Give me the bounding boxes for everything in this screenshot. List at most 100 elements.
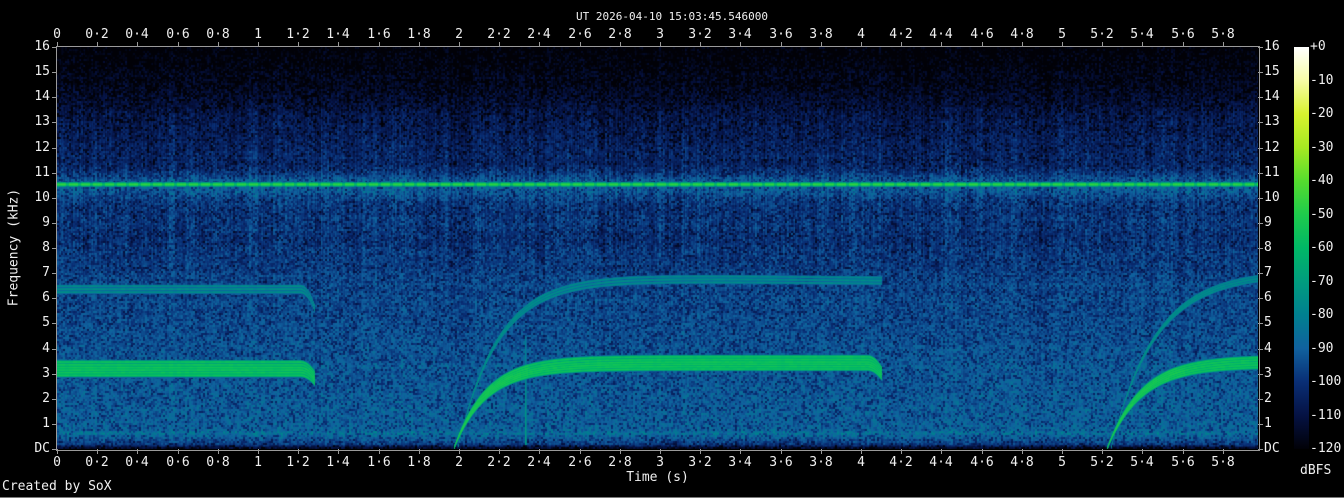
x-tick-label-top: 5·8: [1211, 27, 1235, 42]
y-tick-mark-left: [52, 47, 57, 48]
x-tick-mark-top: [1102, 42, 1103, 47]
y-tick-mark-right: [1258, 72, 1263, 73]
x-tick-label-top: 5: [1058, 27, 1066, 42]
x-tick-label-bottom: 2·6: [568, 455, 592, 470]
x-tick-mark-top: [580, 42, 581, 47]
x-tick-label-bottom: 4·8: [1010, 455, 1034, 470]
x-tick-mark-bottom: [1022, 449, 1023, 454]
x-tick-mark-bottom: [1142, 449, 1143, 454]
x-tick-mark-top: [1062, 42, 1063, 47]
y-axis-title: Frequency (kHz): [6, 188, 22, 307]
y-tick-label-left: 5: [42, 315, 50, 330]
x-tick-label-bottom: 3·8: [809, 455, 833, 470]
y-tick-label-right: 13: [1264, 114, 1280, 129]
x-tick-label-bottom: 0·8: [206, 455, 230, 470]
colorbar-tick-label: -10: [1310, 73, 1334, 88]
x-tick-label-top: 3: [656, 27, 664, 42]
x-tick-mark-top: [982, 42, 983, 47]
y-tick-mark-left: [52, 122, 57, 123]
x-tick-label-top: 5·2: [1090, 27, 1114, 42]
y-tick-mark-left: [52, 97, 57, 98]
colorbar-unit-label: dBFS: [1300, 463, 1332, 478]
x-tick-label-top: 2: [455, 27, 463, 42]
x-tick-label-top: 4·2: [889, 27, 913, 42]
x-tick-mark-bottom: [178, 449, 179, 454]
x-tick-mark-bottom: [861, 449, 862, 454]
x-tick-mark-top: [1223, 42, 1224, 47]
x-tick-mark-bottom: [57, 449, 58, 454]
x-tick-mark-bottom: [419, 449, 420, 454]
y-tick-mark-left: [52, 173, 57, 174]
y-tick-mark-right: [1258, 323, 1263, 324]
y-tick-label-right: 11: [1264, 165, 1280, 180]
colorbar-gradient: [1294, 47, 1309, 449]
x-tick-mark-top: [781, 42, 782, 47]
x-tick-mark-bottom: [137, 449, 138, 454]
x-tick-label-top: 2·2: [487, 27, 511, 42]
y-tick-mark-right: [1258, 449, 1263, 450]
x-tick-label-bottom: 4·6: [970, 455, 994, 470]
y-tick-label-left: 1: [42, 416, 50, 431]
y-tick-label-left: 14: [34, 89, 50, 104]
x-tick-label-top: 0·4: [125, 27, 149, 42]
y-tick-label-right: 4: [1264, 341, 1272, 356]
x-tick-label-bottom: 3: [656, 455, 664, 470]
y-tick-label-left: 7: [42, 265, 50, 280]
x-tick-label-top: 1·8: [407, 27, 431, 42]
x-tick-label-bottom: 1·4: [326, 455, 350, 470]
y-tick-mark-left: [52, 198, 57, 199]
y-tick-mark-right: [1258, 122, 1263, 123]
x-tick-label-top: 1·6: [367, 27, 391, 42]
x-tick-label-top: 0·8: [206, 27, 230, 42]
x-tick-label-bottom: 1·8: [407, 455, 431, 470]
x-tick-mark-bottom: [539, 449, 540, 454]
x-tick-label-top: 0·6: [166, 27, 190, 42]
x-tick-mark-bottom: [982, 449, 983, 454]
y-tick-mark-right: [1258, 399, 1263, 400]
y-tick-label-left: 13: [34, 114, 50, 129]
x-tick-label-top: 3·4: [728, 27, 752, 42]
x-tick-mark-top: [861, 42, 862, 47]
x-tick-label-top: 3·2: [688, 27, 712, 42]
x-tick-mark-top: [901, 42, 902, 47]
y-tick-label-left: DC: [34, 441, 50, 456]
x-tick-mark-top: [740, 42, 741, 47]
colorbar-tick-label: -100: [1310, 374, 1342, 389]
x-tick-mark-top: [941, 42, 942, 47]
y-tick-mark-left: [52, 449, 57, 450]
y-tick-label-right: 3: [1264, 366, 1272, 381]
x-tick-label-bottom: 0·6: [166, 455, 190, 470]
x-tick-label-bottom: 0: [53, 455, 61, 470]
y-tick-label-left: 8: [42, 240, 50, 255]
x-tick-label-top: 0·2: [85, 27, 109, 42]
colorbar-tick-label: -40: [1310, 173, 1334, 188]
x-tick-mark-bottom: [901, 449, 902, 454]
x-tick-label-top: 4·6: [970, 27, 994, 42]
y-tick-mark-left: [52, 323, 57, 324]
y-tick-mark-left: [52, 374, 57, 375]
chart-title: UT 2026-04-10 15:03:45.546000: [575, 10, 769, 23]
spectrogram-heatmap: [57, 47, 1258, 449]
x-tick-mark-bottom: [740, 449, 741, 454]
y-tick-mark-left: [52, 298, 57, 299]
x-tick-label-top: 5·4: [1130, 27, 1154, 42]
colorbar-tick-label: -120: [1310, 441, 1342, 456]
x-tick-label-bottom: 3·6: [769, 455, 793, 470]
x-tick-label-top: 1·4: [326, 27, 350, 42]
colorbar-tick-label: -20: [1310, 106, 1334, 121]
y-tick-mark-left: [52, 349, 57, 350]
x-tick-mark-bottom: [218, 449, 219, 454]
x-tick-mark-top: [178, 42, 179, 47]
y-tick-mark-right: [1258, 173, 1263, 174]
x-tick-label-bottom: 3·2: [688, 455, 712, 470]
x-tick-label-bottom: 2·2: [487, 455, 511, 470]
x-tick-mark-top: [97, 42, 98, 47]
colorbar-tick-label: -60: [1310, 240, 1334, 255]
colorbar-tick-label: -80: [1310, 307, 1334, 322]
y-tick-label-left: 10: [34, 190, 50, 205]
colorbar-tick-label: -30: [1310, 140, 1334, 155]
x-tick-label-bottom: 4·2: [889, 455, 913, 470]
x-tick-label-bottom: 2·4: [527, 455, 551, 470]
x-tick-mark-top: [57, 42, 58, 47]
